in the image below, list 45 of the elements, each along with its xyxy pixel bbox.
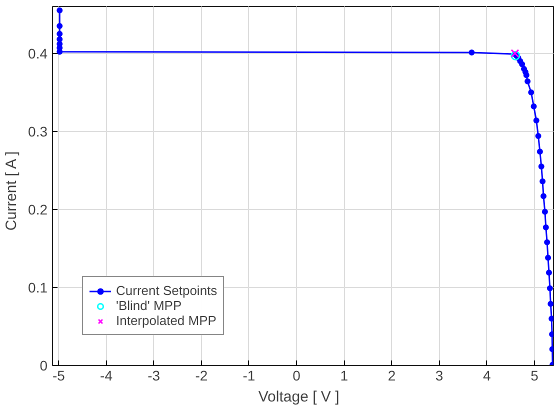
legend-label: Interpolated MPP (116, 313, 216, 328)
point (519, 61, 526, 68)
point (510, 50, 520, 60)
point (468, 50, 475, 56)
point (540, 178, 546, 184)
point (528, 89, 534, 96)
point (544, 239, 550, 246)
point (540, 193, 547, 200)
point (533, 117, 540, 124)
x-tick-label: -1 (242, 368, 256, 384)
point (523, 72, 530, 78)
point (542, 224, 549, 230)
x-tick-label: 2 (388, 368, 396, 384)
x-tick-label: 1 (340, 368, 348, 384)
x-tick-label: 3 (435, 368, 444, 384)
x-tick-label: 0 (292, 368, 301, 384)
x-tick-label: -4 (100, 368, 113, 384)
point (546, 285, 553, 292)
y-tick-label: 0.3 (28, 123, 48, 140)
point (524, 78, 531, 84)
y-tick-label: 0.2 (28, 201, 48, 218)
x-tick-label: 4 (482, 368, 491, 384)
y-tick-label: 0.1 (28, 279, 48, 296)
x-tick-label: 5 (530, 368, 539, 384)
legend-label: Current Setpoints (116, 283, 218, 298)
point (56, 23, 63, 30)
point (545, 254, 552, 261)
point (536, 148, 543, 155)
point (56, 30, 63, 37)
point (548, 316, 554, 322)
x-tick-label: -5 (52, 368, 66, 384)
point (535, 133, 542, 140)
point (538, 163, 544, 170)
point (56, 7, 63, 14)
point (548, 300, 554, 307)
x-axis-title: Voltage [ V ] (258, 388, 340, 406)
point (530, 103, 537, 110)
y-tick-label: 0 (40, 358, 48, 374)
point (542, 208, 548, 215)
x-tick-label: -2 (195, 368, 208, 384)
legend-label: 'Blind' MPP (116, 298, 182, 313)
point (546, 270, 552, 276)
x-tick-label: -3 (148, 368, 160, 384)
y-tick-label: 0.4 (28, 45, 48, 62)
y-axis-title: Current [ A ] (3, 151, 20, 231)
